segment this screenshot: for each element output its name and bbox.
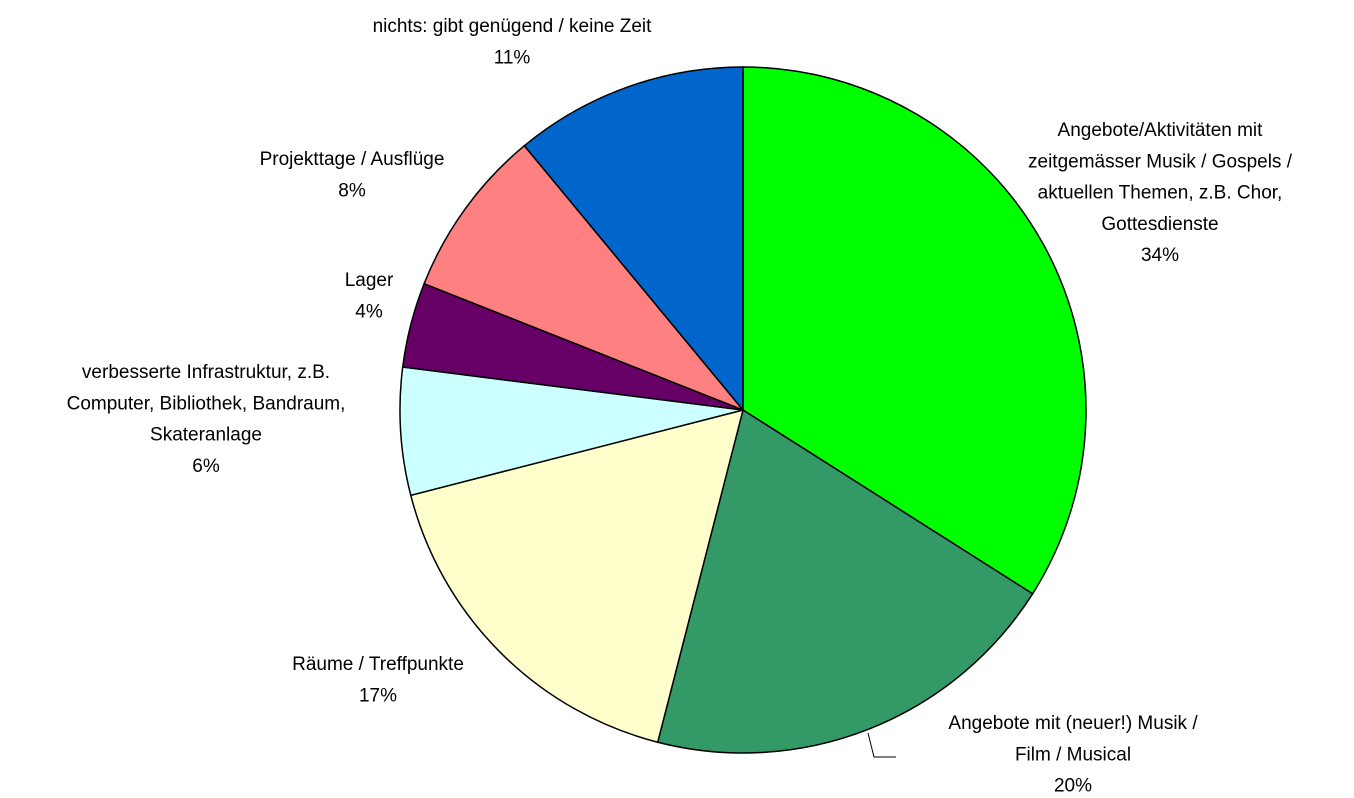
slice-label: aktuellen Themen, z.B. Chor, (1038, 183, 1283, 204)
pie-slice (523, 66, 744, 413)
slices (399, 66, 1087, 754)
slice-label: Lager (345, 270, 394, 291)
slice-label: nichts: gibt genügend / keine Zeit (373, 16, 653, 37)
slice-label: Projekttage / Ausflüge (260, 149, 445, 170)
slice-value-label: 34% (1141, 245, 1179, 266)
slice-value-label: 11% (494, 47, 531, 68)
slice-label: Gottesdienste (1101, 214, 1218, 235)
slice-value-label: 4% (355, 301, 383, 322)
slice-label: Angebote/Aktivitäten mit (1058, 120, 1264, 141)
slice-value-label: 20% (1054, 776, 1092, 797)
slice-label: Computer, Bibliothek, Bandraum, (67, 393, 346, 414)
slice-label: Räume / Treffpunkte (292, 654, 464, 675)
slice-label: zeitgemässer Musik / Gospels / (1028, 151, 1293, 172)
slice-value-label: 17% (359, 685, 397, 706)
pie-slice (742, 66, 1087, 595)
slice-label: Angebote mit (neuer!) Musik / (948, 713, 1198, 734)
pie-slice (423, 144, 744, 411)
pie-slice (656, 408, 1034, 754)
pie-slice (409, 408, 745, 744)
pie-slice (399, 366, 744, 497)
slice-label: Skateranlage (150, 425, 262, 446)
slice-value-label: 8% (338, 180, 366, 201)
slice-value-label: 6% (192, 456, 220, 477)
slice-label: verbesserte Infrastruktur, z.B. (82, 362, 330, 383)
slice-label: Film / Musical (1015, 744, 1131, 765)
leader-line (867, 732, 896, 758)
